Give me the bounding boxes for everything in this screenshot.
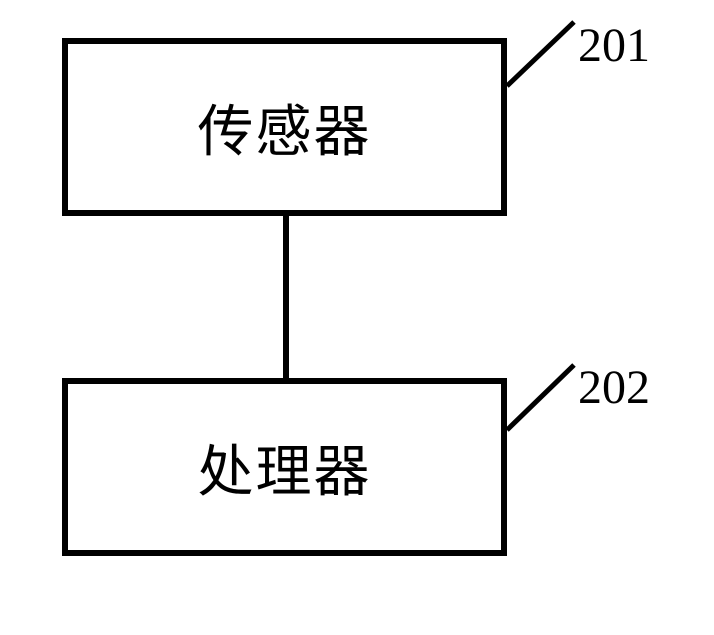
block-diagram: 传感器 处理器 201 202 — [0, 0, 714, 635]
sensor-label: 传感器 — [198, 87, 372, 168]
processor-block: 处理器 — [62, 378, 507, 556]
ref-number-202: 202 — [578, 360, 650, 415]
ref-number-201: 201 — [578, 18, 650, 73]
processor-label: 处理器 — [198, 427, 372, 508]
sensor-block: 传感器 — [62, 38, 507, 216]
connector-sensor-processor — [283, 216, 289, 378]
